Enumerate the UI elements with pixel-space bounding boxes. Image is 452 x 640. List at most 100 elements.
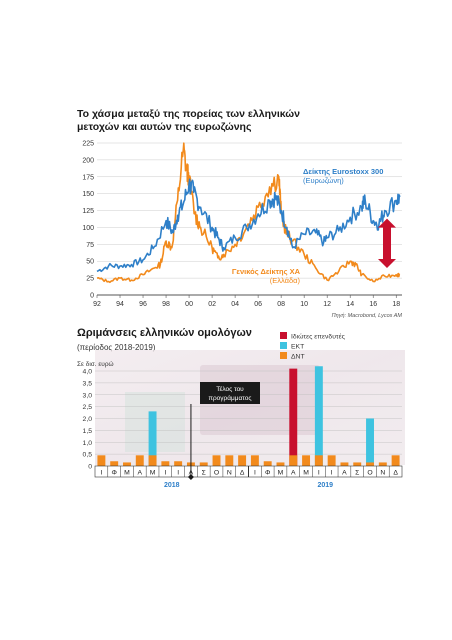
chart1-y-ticks: 0 25 50 75 100 125 150 175 200 225 [82, 141, 94, 300]
bar-ΔΝΤ [353, 462, 362, 466]
bar-ΔΝΤ [110, 461, 119, 466]
chart1-x-tick-label: 04 [231, 301, 239, 308]
month-label: Μ [124, 470, 130, 477]
chart2-y-tick-label: 3,5 [83, 380, 93, 387]
chart1-y-tick-label: 200 [82, 157, 94, 164]
chart1-x-tick-label: 10 [300, 301, 308, 308]
chart1-y-tick-label: 225 [82, 141, 94, 148]
month-label: Ι [254, 470, 256, 477]
bar-ΔΝΤ [263, 461, 272, 466]
chart1-x-tick-label: 92 [93, 301, 101, 308]
chart1-title: Το χάσμα μεταξύ της πορείας των ελληνικώ… [77, 108, 300, 134]
bar-ΔΝΤ [135, 455, 144, 466]
bar-ΔΝΤ [161, 461, 170, 466]
greek-index-line [96, 142, 401, 284]
annotation-marker [187, 474, 194, 480]
month-label: Σ [202, 470, 206, 477]
chart1-grid [97, 142, 402, 296]
chart1-x-tick-label: 12 [323, 301, 331, 308]
bar-ΔΝΤ [391, 455, 400, 466]
month-label: Δ [393, 470, 398, 477]
chart2-subtitle: (περίοδος 2018-2019) [77, 343, 156, 352]
month-label: Ν [227, 470, 232, 477]
chart2-month-axis: ΙΦΜΑΜΙΙΑΣΟΝΔΙΦΜΑΜΙΙΑΣΟΝΔ [94, 465, 403, 478]
bar-ΔΝΤ [340, 462, 349, 466]
legend-label: Ιδιώτες επενδυτές [291, 333, 346, 341]
eurostoxx-line [96, 178, 401, 273]
year-label: 2019 [317, 482, 333, 489]
chart2-y-tick-label: 3,0 [83, 392, 93, 399]
banknote-background [95, 350, 405, 465]
bond-maturities-chart: Σε δισ. ευρώ Ιδιώτες επενδυτές ΕΚΤ ΔΝΤ 0 0,… [77, 332, 405, 489]
bar-ΔΝΤ [302, 455, 311, 466]
month-label: Α [137, 470, 142, 477]
month-label: Ι [100, 470, 102, 477]
month-label: Φ [265, 470, 271, 477]
chart1-y-tick-label: 175 [82, 174, 94, 181]
month-label: Ο [214, 470, 219, 477]
bar-ΔΝΤ [327, 455, 336, 466]
chart2-y-tick-label: 0 [88, 464, 92, 471]
bar-ΔΝΤ [366, 462, 374, 466]
bar-ΕΚΤ [314, 366, 323, 466]
chart1-x-tick-label: 08 [277, 301, 285, 308]
legend-label: ΔΝΤ [291, 354, 305, 361]
chart1-title-line2: μετοχών και αυτών της ευρωζώνης [77, 121, 252, 133]
chart1-source: Πηγή: Macrobond, Lycos AM [332, 312, 403, 319]
legend-swatch [280, 332, 287, 339]
chart1-x-tick-label: 02 [208, 301, 216, 308]
month-label: Ο [367, 470, 372, 477]
month-label: Ι [177, 470, 179, 477]
annotation-box [200, 382, 260, 404]
month-label: Μ [278, 470, 284, 477]
chart1-y-tick-label: 150 [82, 191, 94, 198]
legend-swatch [280, 352, 287, 359]
gap-arrow [378, 218, 396, 268]
month-label: Ι [164, 470, 166, 477]
chart2-y-tick-label: 1,5 [83, 428, 93, 435]
chart1-y-tick-label: 25 [86, 276, 94, 283]
bar-ΔΝΤ [148, 455, 157, 466]
month-label: Δ [240, 470, 245, 477]
month-label: Φ [111, 470, 117, 477]
chart1-x-tick-label: 94 [116, 301, 124, 308]
eurostoxx-label-line2: (Ευρωζώνη) [303, 176, 344, 185]
month-label: Ν [380, 470, 385, 477]
chart2-unit-label: Σε δισ. ευρώ [77, 360, 114, 368]
month-label: Α [291, 470, 296, 477]
gap-arrow-shape [378, 218, 396, 268]
chart2-title: Ωριμάνσεις ελληνικών ομολόγων [77, 327, 252, 339]
bar-ΕΚΤ [148, 411, 157, 466]
chart1-x-tick-label: 14 [346, 301, 354, 308]
chart1-x-tick-label: 06 [254, 301, 262, 308]
chart1-y-tick-label: 50 [86, 259, 94, 266]
greek-label-line1: Γενικός Δείκτης ΧΑ [232, 267, 301, 276]
month-label: Ι [318, 470, 320, 477]
bar-ΔΝΤ [250, 455, 259, 466]
chart2-year-labels: 2018 2019 [164, 482, 333, 489]
bar-ΔΝΤ [289, 455, 298, 466]
chart1-x-tick-label: 96 [139, 301, 147, 308]
legend-label: ΕΚΤ [291, 344, 304, 351]
bar-ΔΝΤ [123, 462, 131, 466]
bar-Ιδιώτες επενδυτές [289, 368, 298, 466]
month-label: Μ [150, 470, 156, 477]
bar-ΕΚΤ [366, 418, 374, 466]
month-label: Σ [355, 470, 359, 477]
greek-label-line2: (Ελλάδα) [270, 276, 301, 285]
bar-ΔΝΤ [174, 461, 183, 466]
chart2-bars [97, 366, 400, 466]
program-end-annotation: Τέλος του προγράμματος [187, 382, 260, 480]
chart1-y-tick-label: 75 [86, 242, 94, 249]
bar-ΔΝΤ [238, 455, 247, 466]
annotation-line1: Τέλος του [216, 385, 244, 393]
chart2-y-tick-label: 2,5 [83, 404, 93, 411]
chart1-x-tick-label: 00 [185, 301, 193, 308]
chart1-y-tick-label: 100 [82, 225, 94, 232]
chart2-y-tick-label: 0,5 [83, 452, 93, 459]
chart1-x-tick-label: 18 [392, 301, 400, 308]
bar-ΔΝΤ [97, 455, 106, 466]
bar-ΔΝΤ [314, 455, 323, 466]
legend-swatch [280, 342, 287, 349]
bar-ΔΝΤ [225, 455, 234, 466]
